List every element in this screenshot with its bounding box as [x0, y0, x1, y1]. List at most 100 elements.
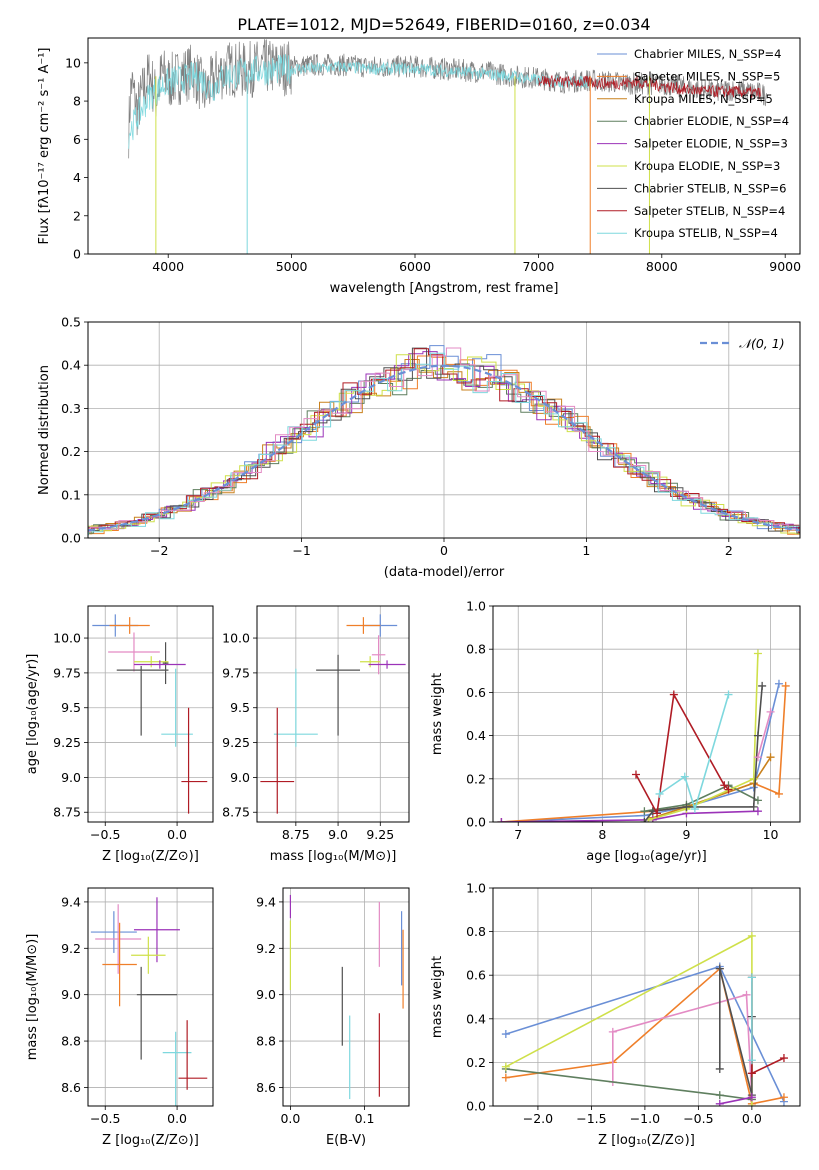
y-tick-label: 9.0: [61, 987, 81, 1002]
y-tick-label: 10.0: [222, 631, 250, 646]
weight-point-marker: [631, 770, 640, 779]
panel-residuals: −2 −1 0 1 2 0.0 0.1 0.2 0.3 0.4 0.5 (data-model)/er…: [37, 315, 801, 580]
weight-point-marker: [774, 789, 783, 798]
weight-point-marker: [779, 1093, 788, 1102]
y-axis-label: mass weight: [430, 673, 445, 755]
x-tick-label: −1.5: [576, 1111, 606, 1126]
legend: Chabrier MILES, N_SSP=4 Salpeter MILES, N…: [597, 47, 789, 240]
axes-frame: [87, 321, 801, 539]
legend: 𝒩(0, 1): [700, 336, 785, 351]
y-tick-label: 8: [73, 94, 81, 109]
panel-spectrum: 4000 5000 6000 7000 8000 9000 0 2 4 6 8 10 wavelengt…: [37, 37, 801, 296]
weight-point-marker: [747, 1093, 756, 1102]
x-axis-label: Z [log₁₀(Z/Z⊙)]: [598, 1133, 695, 1148]
weight-point-marker: [715, 1099, 724, 1106]
weight-point-marker: [501, 1030, 510, 1039]
weight-line: [652, 756, 772, 819]
weight-point-marker: [690, 805, 699, 814]
figure-title: PLATE=1012, MJD=52649, FIBERID=0160, z=0…: [237, 15, 650, 34]
plot-area: [497, 649, 790, 822]
weight-point-marker: [753, 807, 762, 816]
weight-line: [505, 1068, 753, 1101]
x-tick-label: 6000: [399, 259, 431, 274]
panel-mass_vs_Z: −0.5 0.0 8.6 8.8 9.0 9.2 9.4 Z [log₁₀(Z/Z⊙)] mas…: [25, 887, 214, 1148]
y-tick-label: 2: [73, 208, 81, 223]
plot-area: [90, 897, 208, 1106]
x-tick-label: 8.75: [282, 827, 310, 842]
x-tick-label: 8: [598, 827, 606, 842]
y-tick-label: 0.3: [61, 401, 81, 416]
y-tick-label: 0: [73, 247, 81, 262]
weight-point-marker: [501, 1073, 510, 1082]
y-tick-label: 0.0: [466, 815, 486, 830]
x-tick-label: 0.0: [167, 827, 187, 842]
x-axis-label: E(B-V): [326, 1133, 366, 1148]
weight-line: [612, 993, 753, 1100]
y-tick-label: 10.0: [53, 631, 81, 646]
histogram-step: [88, 359, 800, 535]
weight-line: [644, 784, 759, 812]
weight-point-marker: [640, 818, 649, 822]
weight-point-marker: [715, 1091, 724, 1100]
x-tick-label: 0.0: [742, 1111, 762, 1126]
x-axis-label: mass [log₁₀(M/M⊙)]: [270, 849, 397, 864]
x-axis-label: age [log₁₀(age/yr)]: [586, 849, 707, 864]
normal-reference-curve: [88, 364, 800, 532]
weight-point-marker: [766, 753, 775, 762]
weight-line: [501, 683, 780, 822]
y-tick-label: 8.8: [61, 1034, 81, 1049]
legend-entry: Salpeter STELIB, N_SSP=4: [634, 204, 785, 218]
weight-point-marker: [753, 731, 762, 740]
x-axis-label: (data-model)/error: [384, 565, 505, 580]
weight-point-marker: [749, 802, 758, 811]
weight-point-marker: [715, 1064, 724, 1073]
weight-point-marker: [720, 781, 729, 790]
weight-point-marker: [715, 964, 724, 973]
axes-frame: [256, 605, 410, 823]
x-tick-label: −0.5: [90, 1111, 120, 1126]
legend-entry: Kroupa MILES, N_SSP=5: [634, 92, 773, 106]
x-tick-label: 7000: [522, 259, 554, 274]
y-tick-label: 8.75: [53, 805, 81, 820]
weight-point-marker: [747, 1056, 756, 1065]
y-tick-label: 8.6: [61, 1080, 81, 1095]
panel-age_vs_Z: −0.5 0.0 8.75 9.0 9.25 9.5 9.75 10.0 Z [log₁₀(Z/…: [25, 605, 214, 864]
y-tick-label: 9.5: [230, 700, 250, 715]
y-tick-label: 8.8: [256, 1034, 276, 1049]
weight-point-marker: [753, 753, 762, 762]
weight-point-marker: [758, 681, 767, 690]
y-axis-label: mass [log₁₀(M/M⊙)]: [25, 934, 40, 1061]
weight-line: [501, 810, 758, 822]
x-tick-label: −1.0: [630, 1111, 660, 1126]
x-tick-label: 9000: [769, 259, 801, 274]
y-tick-label: 8.75: [222, 805, 250, 820]
x-tick-label: 0: [440, 543, 448, 558]
weight-point-marker: [779, 1054, 788, 1063]
weight-point-marker: [747, 931, 756, 940]
x-tick-label: 9.0: [328, 827, 348, 842]
y-tick-label: 9.75: [222, 665, 250, 680]
weight-point-marker: [655, 789, 664, 798]
legend-entry: Kroupa ELODIE, N_SSP=3: [634, 159, 780, 173]
weight-point-marker: [774, 679, 783, 688]
axes-frame: [492, 605, 801, 823]
y-tick-label: 9.4: [256, 894, 276, 909]
weight-line: [719, 968, 753, 1096]
weight-point-marker: [747, 973, 756, 982]
weight-point-marker: [724, 785, 733, 794]
weight-line: [648, 653, 759, 821]
x-tick-label: −0.5: [683, 1111, 713, 1126]
weight-point-marker: [747, 1069, 756, 1078]
y-tick-label: 0.4: [61, 358, 81, 373]
x-tick-label: 9.25: [366, 827, 394, 842]
weight-point-marker: [742, 990, 751, 999]
legend-entry: Chabrier STELIB, N_SSP=6: [634, 181, 786, 195]
y-tick-label: 9.25: [222, 735, 250, 750]
y-tick-label: 0.8: [466, 924, 486, 939]
x-tick-label: 0.0: [167, 1111, 187, 1126]
x-tick-label: 9: [682, 827, 690, 842]
y-tick-label: 9.5: [61, 700, 81, 715]
plot-area: [501, 931, 788, 1106]
axes-frame: [87, 887, 214, 1107]
